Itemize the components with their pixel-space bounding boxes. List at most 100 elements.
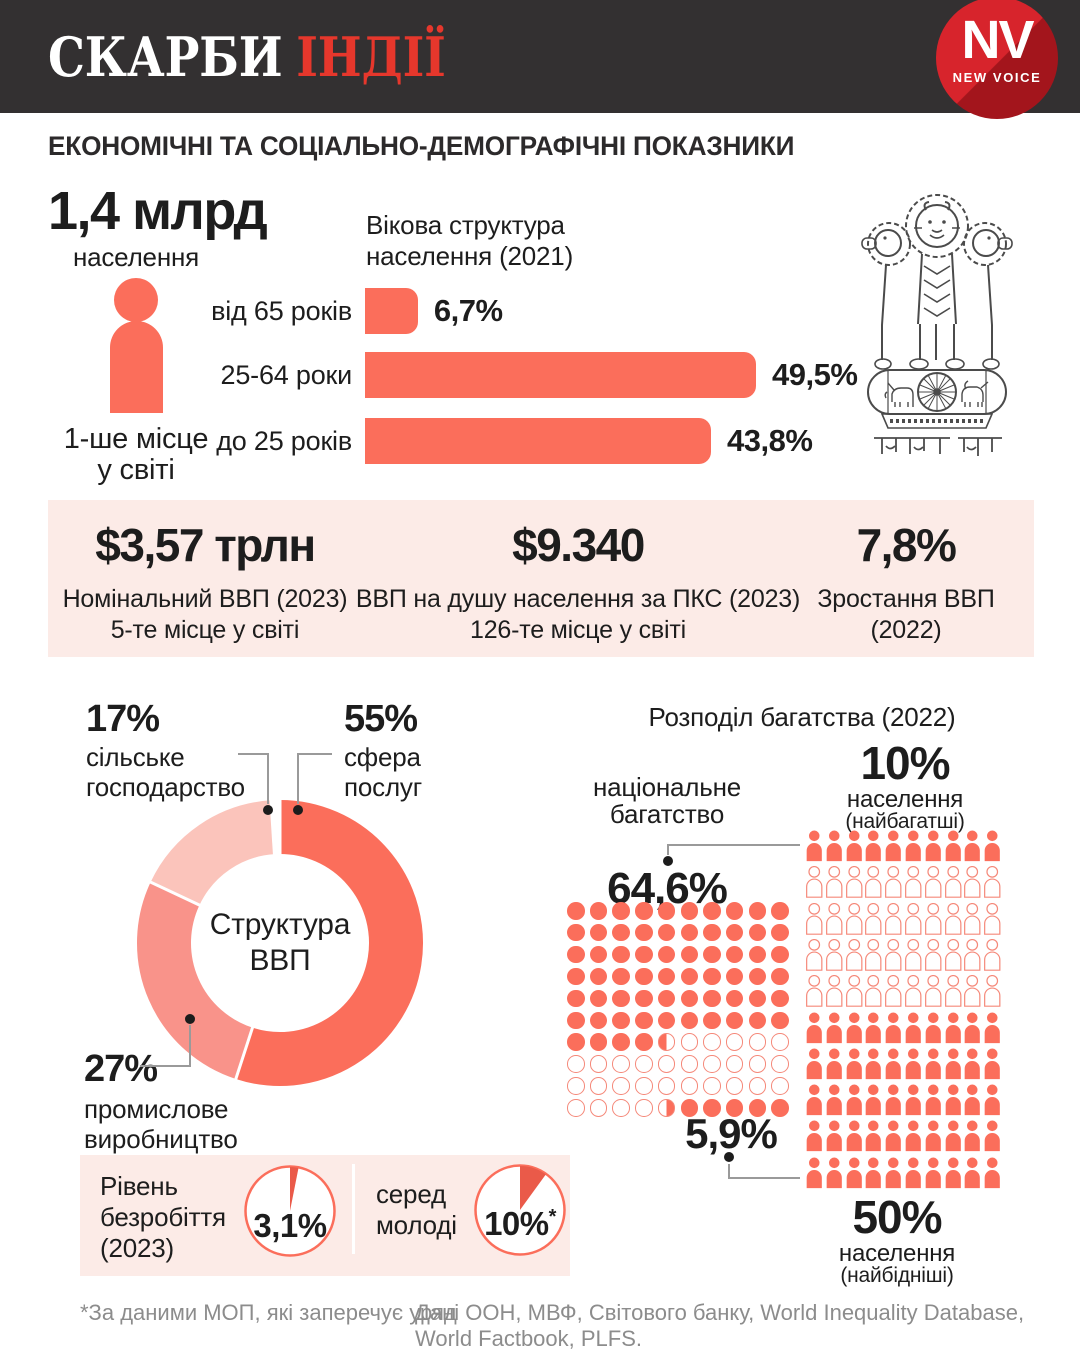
services-pct-label: 55% [344, 698, 418, 740]
person-icon-filled [904, 1157, 923, 1189]
wealth-unit-circle [680, 902, 699, 920]
agriculture-label-line1: сільське [86, 742, 185, 772]
age-bar-category: 25-64 роки [220, 359, 353, 390]
wealth-unit-circle [567, 1099, 585, 1117]
person-icon-outline [983, 866, 1002, 899]
wealth-unit-circle [612, 923, 630, 942]
person-icon-filled [904, 1084, 923, 1116]
poor-group-pct: 50% [852, 1191, 942, 1243]
stat-gdp-growth: 7,8% Зростання ВВП (2022) [778, 500, 1034, 657]
masthead-word-red: ІНДІЇ [296, 24, 446, 89]
age-bar [365, 418, 712, 464]
person-icon-filled [983, 1157, 1002, 1189]
wealth-unit-circle [589, 1011, 608, 1030]
person-icon-outline [983, 902, 1002, 935]
person-icon-filled [864, 1048, 883, 1080]
person-icon-filled [845, 1084, 864, 1116]
wealth-unit-circle [657, 923, 676, 942]
industry-label-line1: промислове [84, 1094, 229, 1124]
age-bar [365, 352, 757, 398]
person-icon-outline [884, 975, 903, 1007]
person-icon-filled [864, 830, 883, 862]
wealth-unit-circle [680, 1055, 699, 1073]
nv-logo: NV NEW VOICE [936, 0, 1058, 119]
wealth-unit-circle [589, 1077, 608, 1095]
stat-gdp-per-capita: $9.340 ВВП на душу населення за ПКС (202… [343, 500, 813, 657]
wealth-unit-circle [635, 923, 653, 942]
section-title: ЕКОНОМІЧНІ ТА СОЦІАЛЬНО-ДЕМОГРАФІЧНІ ПОК… [48, 131, 795, 161]
person-icon-filled [963, 1084, 982, 1116]
wealth-unit-circle [567, 1077, 585, 1095]
wealth-unit-circle [703, 945, 721, 964]
poorest-wealth-share: 5,9% [685, 1110, 778, 1157]
page-masthead: СКАРБИ ІНДІЇ [48, 0, 446, 113]
person-icon-outline [944, 902, 963, 935]
person-icon-outline [884, 866, 903, 899]
wealth-unit-circle [589, 967, 608, 986]
industry-pct-label: 27% [84, 1048, 158, 1090]
person-icon-filled [884, 830, 903, 862]
wealth-unit-circle [567, 1011, 585, 1030]
person-icon-filled [983, 1048, 1002, 1080]
wealth-unit-circle [657, 945, 676, 964]
person-icon-outline [963, 975, 982, 1007]
person-icon-filled [884, 1048, 903, 1080]
age-bar-value: 6,7% [433, 293, 503, 328]
population-rank-line1: 1-ше місце [63, 423, 209, 455]
unemployment-pie [244, 1165, 336, 1257]
person-icon-filled [924, 1012, 943, 1044]
wealth-unit-circle [771, 1099, 789, 1117]
person-icon-filled [825, 1120, 844, 1152]
lion-capital-icon [861, 194, 1013, 456]
wealth-unit-circle [657, 1033, 676, 1051]
person-icon-outline [963, 902, 982, 935]
person-icon-filled [864, 1120, 883, 1152]
wealth-unit-circle [703, 1055, 721, 1073]
wealth-unit-circle [612, 1077, 630, 1095]
youth-label-line1: серед [376, 1179, 446, 1209]
person-icon-outline [884, 902, 903, 935]
person-icon-filled [904, 1048, 923, 1080]
youth-unemployment-label: серед молоді [376, 1179, 457, 1241]
person-icon-outline [845, 902, 864, 935]
stat-caption-line2: 126-те місце у світі [470, 616, 686, 644]
person-icon-filled [864, 1012, 883, 1044]
wealth-unit-circle [635, 902, 653, 920]
person-icon-filled [864, 1084, 883, 1116]
person-icon-outline [864, 866, 883, 899]
person-icon-outline [983, 938, 1002, 971]
person-icon-filled [805, 830, 824, 862]
person-icon-filled [884, 1012, 903, 1044]
person-icon-filled [904, 1012, 923, 1044]
person-icon-filled [825, 1048, 844, 1080]
stat-caption: Зростання ВВП (2022) [778, 584, 1034, 646]
person-icon-outline [864, 938, 883, 971]
person-icon-outline [805, 902, 824, 935]
age-chart-title-line1: Вікова структура [366, 210, 565, 240]
wealth-unit-circle [567, 902, 585, 920]
wealth-unit-circle [589, 989, 608, 1008]
wealth-unit-circle [703, 1011, 721, 1030]
person-icon-filled [845, 1012, 864, 1044]
sources-text: Дані ООН, МВФ, Світового банку, World In… [415, 1300, 1025, 1350]
age-chart-title: Вікова структура населення (2021) [366, 210, 606, 272]
wealth-unit-circle [635, 1033, 653, 1051]
wealth-unit-circle [657, 989, 676, 1008]
person-icon-filled [983, 1012, 1002, 1044]
age-bar-category: до 25 років [216, 425, 352, 456]
person-icon-outline [924, 866, 943, 899]
person-icon-outline [944, 866, 963, 899]
wealth-unit-circle [612, 967, 630, 986]
person-icon-filled [944, 1048, 963, 1080]
stat-caption-line2: (2022) [870, 616, 942, 644]
person-icon-filled [845, 1157, 864, 1189]
footnote-text: *За даними МОП, які заперечує уряд [80, 1300, 457, 1325]
population-person-icon [108, 278, 164, 413]
divider-line [352, 1164, 355, 1254]
unemployment-label-line1: Рівень [100, 1171, 178, 1201]
person-icon-outline [825, 902, 844, 935]
wealth-unit-circle [635, 1099, 653, 1117]
wealth-unit-circle [612, 1099, 630, 1117]
person-icon-filled [904, 830, 923, 862]
